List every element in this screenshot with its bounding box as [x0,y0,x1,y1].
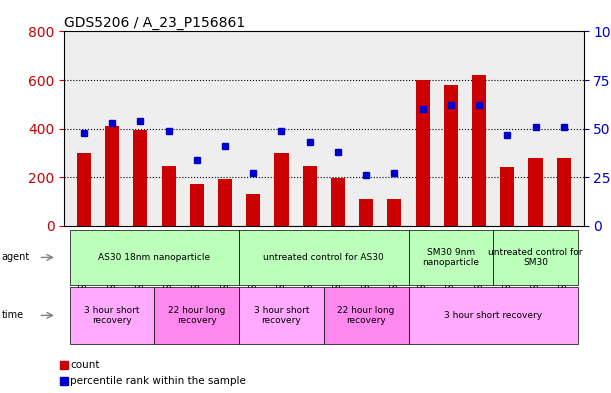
Bar [161,166,175,226]
Bar [77,153,91,226]
Bar [472,75,486,226]
Text: time: time [2,310,24,320]
Bar [387,199,401,226]
Bar [331,178,345,226]
Bar [105,126,119,226]
Bar [218,179,232,226]
Text: 3 hour short
recovery: 3 hour short recovery [84,306,140,325]
Bar [246,195,260,226]
Bar [359,199,373,226]
Bar [444,85,458,226]
Text: 22 hour long
recovery: 22 hour long recovery [337,306,395,325]
Bar [133,130,147,226]
Text: untreated control for
SM30: untreated control for SM30 [488,248,583,267]
Text: SM30 9nm
nanoparticle: SM30 9nm nanoparticle [422,248,480,267]
Text: percentile rank within the sample: percentile rank within the sample [70,376,246,386]
Text: 3 hour short
recovery: 3 hour short recovery [254,306,309,325]
Bar [415,80,430,226]
Text: 3 hour short recovery: 3 hour short recovery [444,311,542,320]
Bar [529,158,543,226]
Text: AS30 18nm nanoparticle: AS30 18nm nanoparticle [98,253,211,262]
Bar [190,184,204,226]
Text: GDS5206 / A_23_P156861: GDS5206 / A_23_P156861 [64,16,246,30]
Text: untreated control for AS30: untreated control for AS30 [263,253,384,262]
Bar [302,166,316,226]
Text: agent: agent [2,252,30,263]
Text: 22 hour long
recovery: 22 hour long recovery [168,306,225,325]
Bar [557,158,571,226]
Text: count: count [70,360,100,370]
Bar [500,167,514,226]
Bar [274,153,288,226]
